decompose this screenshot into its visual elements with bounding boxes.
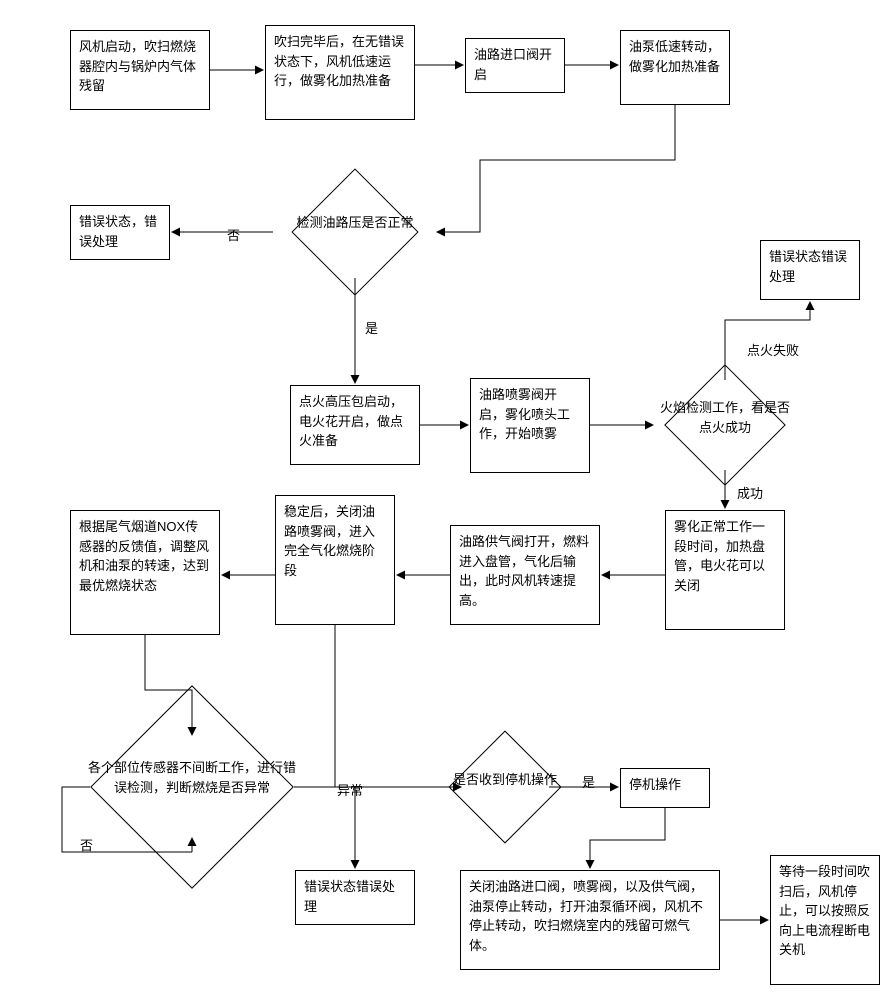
edge-label-abnormal: 异常 <box>335 780 365 799</box>
decision-diamond <box>664 364 786 486</box>
process-box: 错误状态错误处理 <box>760 240 860 300</box>
edge-label-yes: 是 <box>363 318 380 337</box>
process-box: 停机操作 <box>620 768 710 808</box>
edge-label-fail: 点火失败 <box>745 340 801 359</box>
process-box: 根据尾气烟道NOX传感器的反馈值，调整风机和油泵的转速，达到最优燃烧状态 <box>70 510 220 635</box>
process-box: 稳定后，关闭油路喷雾阀，进入完全气化燃烧阶段 <box>275 495 395 625</box>
process-box: 关闭油路进口阀，喷雾阀，以及供气阀，油泵停止转动，打开油泵循环阀，风机不停止转动… <box>460 870 720 970</box>
process-box: 吹扫完毕后，在无错误状态下，风机低速运行，做雾化加热准备 <box>265 25 415 120</box>
edge-label-success: 成功 <box>735 483 765 502</box>
decision-diamond <box>448 730 561 843</box>
decision-diamond <box>90 685 294 889</box>
process-box: 错误状态，错误处理 <box>70 205 170 260</box>
process-box: 风机启动，吹扫燃烧器腔内与锅炉内气体残留 <box>70 30 210 110</box>
process-box: 错误状态错误处理 <box>295 870 415 925</box>
decision-diamond <box>291 168 418 295</box>
process-box: 点火高压包启动，电火花开启，做点火准备 <box>290 385 420 465</box>
edge-label-yes: 是 <box>580 772 597 791</box>
process-box: 雾化正常工作一段时间，加热盘管，电火花可以关闭 <box>665 510 785 630</box>
edge-label-no: 否 <box>78 835 95 854</box>
process-box: 油路进口阀开启 <box>465 38 565 93</box>
process-box: 油路供气阀打开，燃料进入盘管，气化后输出，此时风机转速提高。 <box>450 525 600 625</box>
process-box: 油泵低速转动，做雾化加热准备 <box>620 30 730 105</box>
process-box: 油路喷雾阀开启，雾化喷头工作，开始喷雾 <box>470 378 590 473</box>
edge-label-no: 否 <box>225 225 242 244</box>
process-box: 等待一段时间吹扫后，风机停止，可以按照反向上电流程断电关机 <box>770 855 880 985</box>
